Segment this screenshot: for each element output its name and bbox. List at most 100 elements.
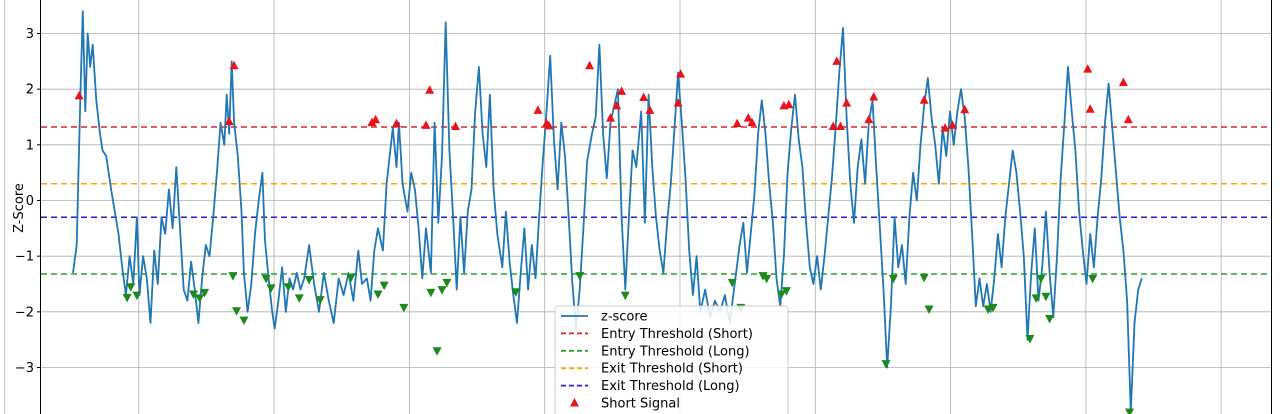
long-signal-marker [294, 294, 304, 303]
short-signal-marker [832, 56, 842, 65]
short-signal-marker [391, 118, 401, 128]
y-tick-label: −2 [15, 305, 34, 320]
short-signal-marker [451, 121, 461, 130]
short-signal-marker [1118, 77, 1128, 86]
short-signal-marker [784, 99, 794, 109]
long-signal-marker [988, 303, 998, 313]
short-signal-marker [544, 120, 554, 130]
long-signal-marker [315, 296, 325, 305]
long-signal-marker [776, 290, 786, 300]
long-signal-marker [373, 290, 383, 300]
long-signal-marker [620, 291, 630, 301]
long-signal-marker [189, 290, 199, 300]
long-signal-marker [919, 273, 929, 283]
short-signal-marker [425, 85, 435, 94]
long-signal-marker [924, 305, 934, 315]
long-signal-marker [122, 293, 132, 303]
long-signal-marker [426, 288, 436, 298]
short-signal-marker [676, 69, 686, 78]
short-signal-marker [960, 104, 970, 114]
y-tick-label: −3 [15, 361, 34, 376]
short-signal-marker [74, 90, 84, 100]
long-signal-marker [781, 287, 791, 296]
long-signal-marker [126, 283, 136, 292]
zscore-series-line [72, 10, 1143, 413]
long-signal-marker [266, 284, 276, 293]
long-signal-marker [232, 307, 242, 316]
y-tick-label: 2 [26, 83, 34, 98]
long-signal-marker [1088, 274, 1098, 284]
y-tick-label: −1 [15, 250, 34, 265]
long-signal-marker [575, 272, 585, 281]
long-signal-marker [1031, 294, 1041, 303]
short-signal-marker [617, 86, 627, 95]
short-signal-marker [947, 120, 957, 129]
series-layer [72, 10, 1143, 413]
legend-label: Exit Threshold (Short) [601, 362, 743, 377]
long-signal-marker [200, 288, 210, 298]
long-signal-marker [888, 274, 898, 284]
long-signal-marker [379, 281, 389, 291]
long-signal-marker [881, 360, 891, 369]
short-signal-marker [605, 113, 615, 122]
y-axis-ticks: 3 2 1 0 −1 −2 −3 [15, 27, 41, 376]
short-signal-marker [645, 105, 655, 114]
short-signal-marker [864, 114, 874, 124]
y-tick-label: 3 [26, 27, 34, 42]
long-signal-marker [228, 272, 238, 281]
short-signal-marker [585, 60, 595, 70]
short-signal-marker [732, 118, 742, 128]
short-signal-marker [421, 120, 431, 129]
y-tick-label: 0 [26, 194, 34, 209]
long-signal-marker [261, 274, 271, 284]
short-signal-marker [533, 105, 543, 114]
short-signal-marker [229, 60, 239, 70]
legend: z-score Entry Threshold (Short) Entry Thre… [554, 305, 789, 414]
short-signal-marker [919, 95, 929, 104]
long-signal-marker [132, 291, 142, 301]
long-signal-marker [1025, 335, 1035, 344]
short-signal-marker [1085, 104, 1095, 113]
short-signal-marker [224, 116, 234, 125]
long-signal-marker [432, 347, 442, 356]
short-signal-marker [612, 100, 622, 110]
legend-swatch [570, 398, 579, 407]
threshold-lines [41, 126, 1271, 275]
short-signal-marker [673, 98, 683, 107]
legend-label: Exit Threshold (Long) [601, 379, 740, 394]
short-signal-marker [836, 121, 845, 130]
short-signal-marker [869, 91, 879, 101]
y-axis-label: Z-Score [12, 183, 27, 233]
long-signal-marker [442, 278, 452, 288]
long-signal-marker [283, 283, 293, 292]
short-signal-marker [743, 113, 753, 122]
short-signal-marker [747, 117, 757, 127]
signal-markers [74, 56, 1135, 414]
long-signal-marker [346, 273, 356, 283]
long-signal-marker [1036, 274, 1046, 284]
long-signal-marker [304, 276, 314, 285]
long-signal-marker [1125, 408, 1135, 414]
legend-label: Entry Threshold (Long) [601, 344, 750, 359]
short-signal-marker [1083, 64, 1093, 73]
short-signal-marker [842, 98, 852, 107]
long-signal-marker [511, 288, 521, 297]
long-signal-marker [437, 286, 447, 295]
long-signal-marker [195, 294, 205, 303]
long-signal-marker [983, 305, 993, 315]
short-signal-marker [1123, 114, 1133, 124]
short-signal-marker [371, 114, 381, 124]
long-signal-marker [399, 303, 409, 313]
short-signal-marker [828, 121, 838, 130]
legend-box [554, 305, 789, 414]
legend-label: Short Signal [601, 397, 680, 412]
short-signal-marker [639, 92, 649, 102]
long-signal-marker [239, 316, 249, 326]
long-signal-marker [762, 274, 772, 284]
long-signal-marker [1045, 315, 1055, 324]
long-signal-marker [1041, 292, 1051, 302]
legend-label: Entry Threshold (Short) [601, 327, 753, 342]
short-signal-marker [940, 123, 950, 132]
long-signal-marker [727, 278, 737, 288]
